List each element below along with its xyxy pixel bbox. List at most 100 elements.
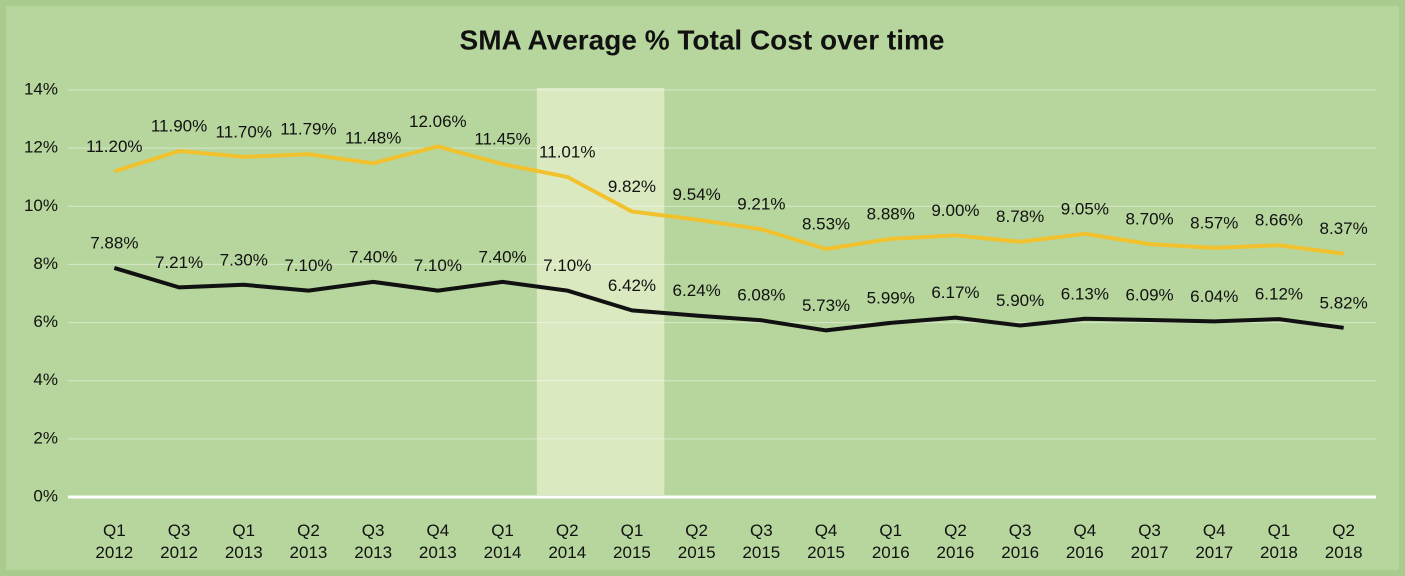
x-tick-label-line: 2017 [1131, 543, 1169, 562]
x-tick-label-line: 2014 [548, 543, 586, 562]
x-tick-label-line: Q1 [232, 521, 255, 540]
y-tick-label: 12% [24, 138, 58, 157]
x-tick-label-line: 2016 [937, 543, 975, 562]
y-tick-label: 4% [33, 370, 58, 389]
y-tick-label: 14% [24, 79, 58, 98]
x-tick-label-line: 2013 [354, 543, 392, 562]
x-tick-label-line: 2014 [484, 543, 522, 562]
x-tick-label: Q3 2017 [1131, 521, 1169, 562]
data-label: 7.10% [543, 256, 591, 275]
data-label: 6.24% [673, 281, 721, 300]
x-tick-label: Q3 2015 [742, 521, 780, 562]
x-tick-label-line: Q2 [297, 521, 320, 540]
data-label: 11.90% [151, 117, 207, 136]
x-tick-label-line: Q3 [1138, 521, 1161, 540]
x-tick-label-line: 2018 [1260, 543, 1298, 562]
data-label: 9.82% [608, 177, 656, 196]
data-label: 6.04% [1190, 287, 1238, 306]
x-tick-label-line: 2016 [1001, 543, 1039, 562]
x-tick-label: Q2 2014 [548, 521, 586, 562]
x-tick-label-line: Q2 [685, 521, 708, 540]
data-label: 8.66% [1255, 211, 1303, 230]
y-tick-label: 6% [33, 312, 58, 331]
x-tick-label: Q3 2016 [1001, 521, 1039, 562]
highlight-band [536, 88, 665, 495]
x-tick-label-line: 2013 [419, 543, 457, 562]
x-tick-label: Q4 2017 [1195, 521, 1233, 562]
data-label: 7.88% [90, 233, 138, 252]
x-tick-label-line: 2012 [160, 543, 198, 562]
x-tick-label: Q4 2015 [807, 521, 845, 562]
x-tick-label-line: Q1 [879, 521, 902, 540]
data-label: 11.70% [216, 122, 272, 141]
x-tick-label-line: Q4 [815, 521, 838, 540]
y-tick-label: 2% [33, 428, 58, 447]
y-tick-label: 10% [24, 196, 58, 215]
x-tick-label-line: 2016 [872, 543, 910, 562]
data-label: 11.20% [86, 137, 142, 156]
data-label: 7.40% [478, 247, 526, 266]
data-label: 12.06% [409, 112, 467, 131]
plot-background [6, 6, 1399, 570]
data-label: 6.17% [931, 283, 979, 302]
x-tick-label: Q2 2016 [937, 521, 975, 562]
data-label: 11.01% [539, 142, 595, 161]
x-tick-label: Q1 2018 [1260, 521, 1298, 562]
x-tick-label: Q2 2018 [1325, 521, 1363, 562]
x-tick-label-line: 2015 [613, 543, 651, 562]
data-label: 9.05% [1061, 199, 1109, 218]
data-label: 11.79% [280, 120, 336, 139]
data-label: 8.57% [1190, 213, 1238, 232]
line-series [113, 144, 1344, 256]
x-tick-label: Q1 2014 [484, 521, 522, 562]
x-tick-label: Q4 2016 [1066, 521, 1104, 562]
data-label: 7.21% [155, 253, 203, 272]
data-label: 7.10% [284, 256, 332, 275]
x-tick-label-line: 2012 [95, 543, 133, 562]
x-tick-label-line: Q3 [750, 521, 773, 540]
data-label: 8.53% [802, 215, 850, 234]
x-tick-label-line: Q4 [1203, 521, 1226, 540]
data-label: 8.37% [1320, 219, 1368, 238]
data-label: 8.70% [1125, 210, 1173, 229]
x-tick-label: Q1 2016 [872, 521, 910, 562]
data-label: 5.82% [1320, 293, 1368, 312]
x-tick-label-line: 2015 [742, 543, 780, 562]
data-label: 8.78% [996, 207, 1044, 226]
data-label: 6.09% [1125, 285, 1173, 304]
chart-title: SMA Average % Total Cost over time [460, 24, 945, 55]
x-tick-label: Q1 2012 [95, 521, 133, 562]
x-tick-label: Q2 2015 [678, 521, 716, 562]
data-label: 11.45% [474, 130, 530, 149]
x-tick-label-line: Q3 [362, 521, 385, 540]
y-tick-label: 0% [33, 486, 58, 505]
data-label: 8.88% [867, 204, 915, 223]
line-series [113, 266, 1344, 333]
x-tick-label-line: 2018 [1325, 543, 1363, 562]
x-tick-label-line: Q1 [103, 521, 126, 540]
data-label: 11.48% [345, 129, 401, 148]
x-tick-label-line: Q4 [427, 521, 450, 540]
data-label: 9.21% [737, 195, 785, 214]
data-label: 5.73% [802, 296, 850, 315]
x-tick-label-line: Q1 [621, 521, 644, 540]
x-tick-label-line: 2013 [225, 543, 263, 562]
data-label: 7.10% [414, 256, 462, 275]
x-tick-label-line: 2015 [807, 543, 845, 562]
x-tick-label-line: Q2 [944, 521, 967, 540]
data-label: 7.30% [220, 250, 268, 269]
x-tick-label: Q1 2015 [613, 521, 651, 562]
data-label: 6.13% [1061, 284, 1109, 303]
x-tick-label-line: 2013 [290, 543, 328, 562]
data-label: 6.12% [1255, 285, 1303, 304]
x-tick-label-line: Q4 [1074, 521, 1097, 540]
data-label: 9.54% [673, 185, 721, 204]
x-tick-label-line: Q3 [168, 521, 191, 540]
x-tick-label: Q2 2013 [290, 521, 328, 562]
x-tick-label-line: Q2 [1332, 521, 1355, 540]
x-tick-label-line: 2016 [1066, 543, 1104, 562]
x-tick-label-line: Q1 [491, 521, 514, 540]
x-tick-label-line: Q3 [1009, 521, 1032, 540]
x-tick-label: Q1 2013 [225, 521, 263, 562]
